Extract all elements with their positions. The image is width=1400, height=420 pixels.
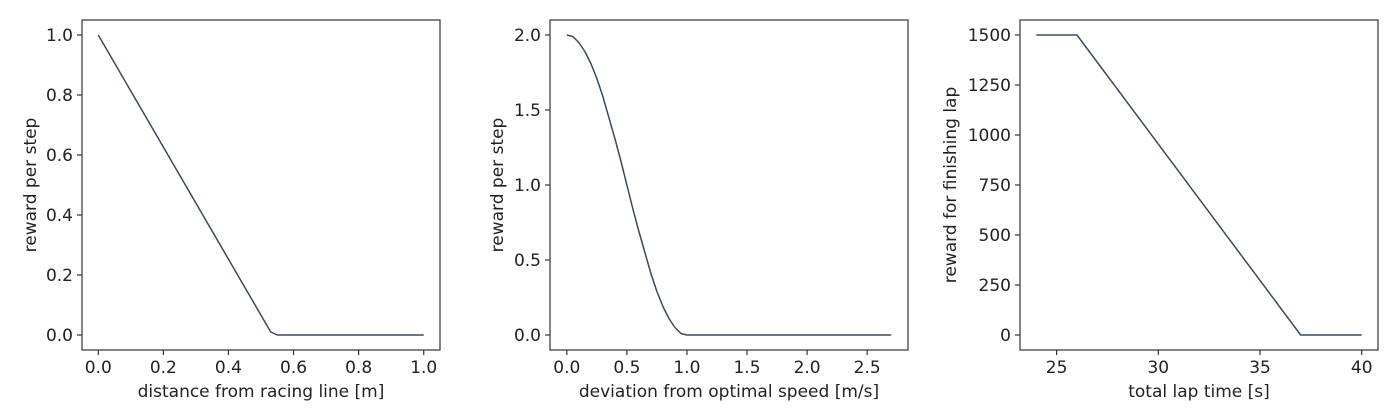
y-tick-label: 250 bbox=[979, 276, 1011, 296]
chart-panel-2: 0.0 0.5 1.0 1.5 2.0 2.5 0.0 0.5 1.0 1.5 2.0 deviati… bbox=[488, 19, 909, 402]
y-tick-label: 0.8 bbox=[46, 86, 73, 106]
x-tick-label: 1.5 bbox=[733, 358, 760, 378]
y-axis-label: reward for finishing lap bbox=[941, 87, 961, 284]
x-axis-label: deviation from optimal speed [m/s] bbox=[579, 382, 879, 402]
y-tick-label: 0.5 bbox=[514, 251, 541, 271]
x-tick-label: 2.0 bbox=[794, 358, 821, 378]
x-axis-label: distance from racing line [m] bbox=[138, 382, 385, 402]
y-axis-label: reward per step bbox=[488, 118, 508, 253]
x-tick-label: 25 bbox=[1046, 358, 1068, 378]
y-tick-label: 1.0 bbox=[514, 176, 541, 196]
x-tick-label: 0.2 bbox=[150, 358, 177, 378]
plot-area-frame bbox=[1019, 19, 1379, 351]
y-tick-label: 0.0 bbox=[514, 326, 541, 346]
y-axis-label: reward per step bbox=[21, 118, 41, 253]
y-tick-label: 0.0 bbox=[46, 326, 73, 346]
y-tick-label: 1.5 bbox=[514, 101, 541, 121]
series-line bbox=[1036, 34, 1362, 336]
y-tick-label: 0.2 bbox=[46, 266, 73, 286]
y-tick-label: 1000 bbox=[968, 126, 1011, 146]
chart-panel-1: 0.0 0.2 0.4 0.6 0.8 1.0 0.0 0.2 0.4 0.6 0.8 1.0 dist… bbox=[21, 19, 441, 402]
series-line bbox=[97, 34, 424, 336]
x-tick-label: 0.0 bbox=[553, 358, 580, 378]
y-tick-label: 1250 bbox=[968, 76, 1011, 96]
x-tick-label: 0.8 bbox=[345, 358, 372, 378]
x-tick-label: 1.0 bbox=[410, 358, 437, 378]
y-tick-label: 1.0 bbox=[46, 26, 73, 46]
x-tick-label: 35 bbox=[1249, 358, 1271, 378]
plot-area-frame bbox=[81, 19, 441, 351]
x-tick-label: 1.0 bbox=[673, 358, 700, 378]
x-axis-label: total lap time [s] bbox=[1128, 382, 1270, 402]
y-tick-label: 500 bbox=[979, 226, 1011, 246]
series-line bbox=[566, 34, 892, 336]
plot-area-frame bbox=[549, 19, 909, 351]
x-tick-label: 0.0 bbox=[85, 358, 112, 378]
x-tick-label: 0.4 bbox=[215, 358, 242, 378]
y-tick-label: 2.0 bbox=[514, 26, 541, 46]
y-tick-label: 0 bbox=[1000, 326, 1011, 346]
x-tick-label: 0.6 bbox=[280, 358, 307, 378]
y-tick-label: 0.4 bbox=[46, 206, 73, 226]
y-tick-label: 750 bbox=[979, 176, 1011, 196]
y-tick-label: 0.6 bbox=[46, 146, 73, 166]
x-tick-label: 30 bbox=[1147, 358, 1169, 378]
y-tick-label: 1500 bbox=[968, 26, 1011, 46]
x-tick-label: 0.5 bbox=[613, 358, 640, 378]
x-tick-label: 40 bbox=[1351, 358, 1373, 378]
x-tick-label: 2.5 bbox=[854, 358, 881, 378]
chart-panel-3: 25 30 35 40 0 250 500 750 1000 1250 1500 total lap … bbox=[941, 19, 1379, 402]
